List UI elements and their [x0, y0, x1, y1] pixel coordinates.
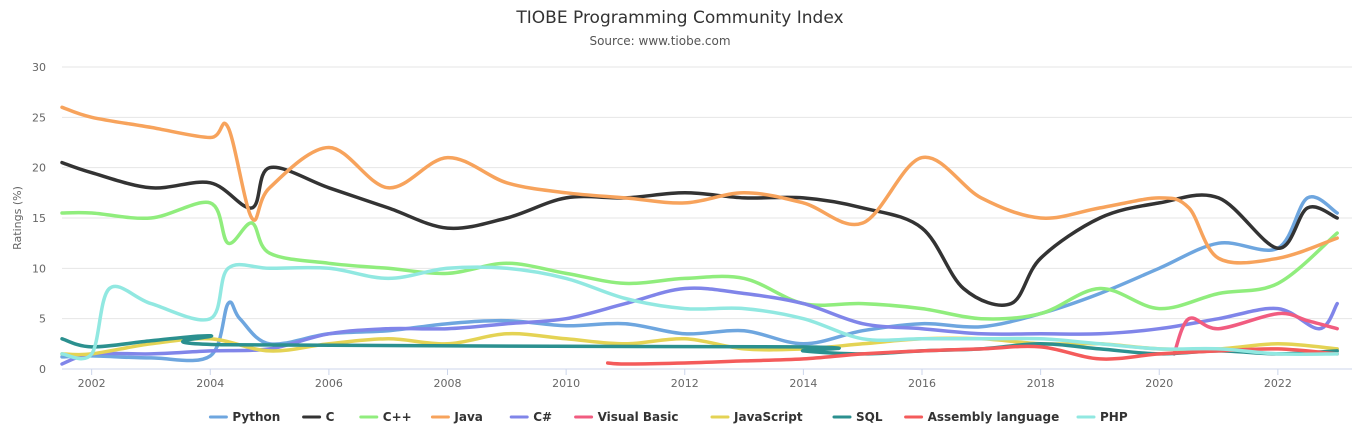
x-tick-label: 2022 — [1264, 377, 1292, 390]
series-line-assembly-language[interactable] — [605, 344, 1339, 366]
x-tick-label: 2018 — [1027, 377, 1055, 390]
axes: 0 5 10 15 20 25 30 2002 2004 2006 2008 2010 2012 2014… — [32, 61, 1292, 390]
series-line-python[interactable] — [60, 195, 1339, 363]
legend-item-c-[interactable]: C++ — [359, 410, 412, 424]
x-tick-label: 2020 — [1145, 377, 1173, 390]
legend-label: JavaScript — [733, 410, 803, 424]
y-tick-label: 30 — [32, 61, 46, 74]
series-line-java[interactable] — [60, 105, 1339, 265]
legend-item-javascript[interactable]: JavaScript — [710, 410, 803, 424]
legend-item-visual-basic[interactable]: Visual Basic — [574, 410, 679, 424]
series-line-php[interactable] — [60, 262, 1339, 361]
y-tick-label: 25 — [32, 111, 46, 124]
x-tick-label: 2006 — [315, 377, 343, 390]
x-tick-label: 2008 — [434, 377, 462, 390]
series-lines — [60, 105, 1339, 366]
series-line-c[interactable] — [60, 160, 1339, 307]
legend-label: Java — [453, 410, 482, 424]
x-tick-label: 2004 — [196, 377, 224, 390]
y-tick-label: 10 — [32, 262, 46, 275]
series-line-c-[interactable] — [60, 200, 1339, 321]
x-tick-label: 2012 — [671, 377, 699, 390]
legend-item-sql[interactable]: SQL — [832, 410, 883, 424]
series-line-visual-basic[interactable] — [1172, 311, 1339, 356]
y-axis-title: Ratings (%) — [11, 186, 24, 250]
legend-label: Python — [232, 410, 280, 424]
legend-item-c[interactable]: C — [302, 410, 335, 424]
legend-item-assembly-language[interactable]: Assembly language — [904, 410, 1060, 424]
y-tick-label: 15 — [32, 212, 46, 225]
legend-label: SQL — [856, 410, 883, 424]
x-tick-label: 2010 — [552, 377, 580, 390]
chart-subtitle: Source: www.tiobe.com — [589, 34, 731, 48]
x-tick-label: 2002 — [78, 377, 106, 390]
y-tick-label: 0 — [39, 363, 46, 376]
x-tick-label: 2014 — [789, 377, 817, 390]
legend-label: Assembly language — [928, 410, 1060, 424]
legend-label: C++ — [383, 410, 412, 424]
legend-item-java[interactable]: Java — [430, 410, 483, 424]
y-tick-label: 20 — [32, 162, 46, 175]
legend-label: C# — [533, 410, 552, 424]
chart-title: TIOBE Programming Community Index — [516, 8, 844, 28]
y-tick-label: 5 — [39, 313, 46, 326]
legend-label: C — [326, 410, 335, 424]
legend-label: PHP — [1100, 410, 1128, 424]
legend-item-c-[interactable]: C# — [509, 410, 552, 424]
legend-label: Visual Basic — [598, 410, 679, 424]
legend-item-python[interactable]: Python — [208, 410, 280, 424]
legend: Python C C++ Java C# Visual Basic JavaScript SQ… — [208, 410, 1128, 424]
x-tick-label: 2016 — [908, 377, 936, 390]
legend-item-php[interactable]: PHP — [1076, 410, 1128, 424]
